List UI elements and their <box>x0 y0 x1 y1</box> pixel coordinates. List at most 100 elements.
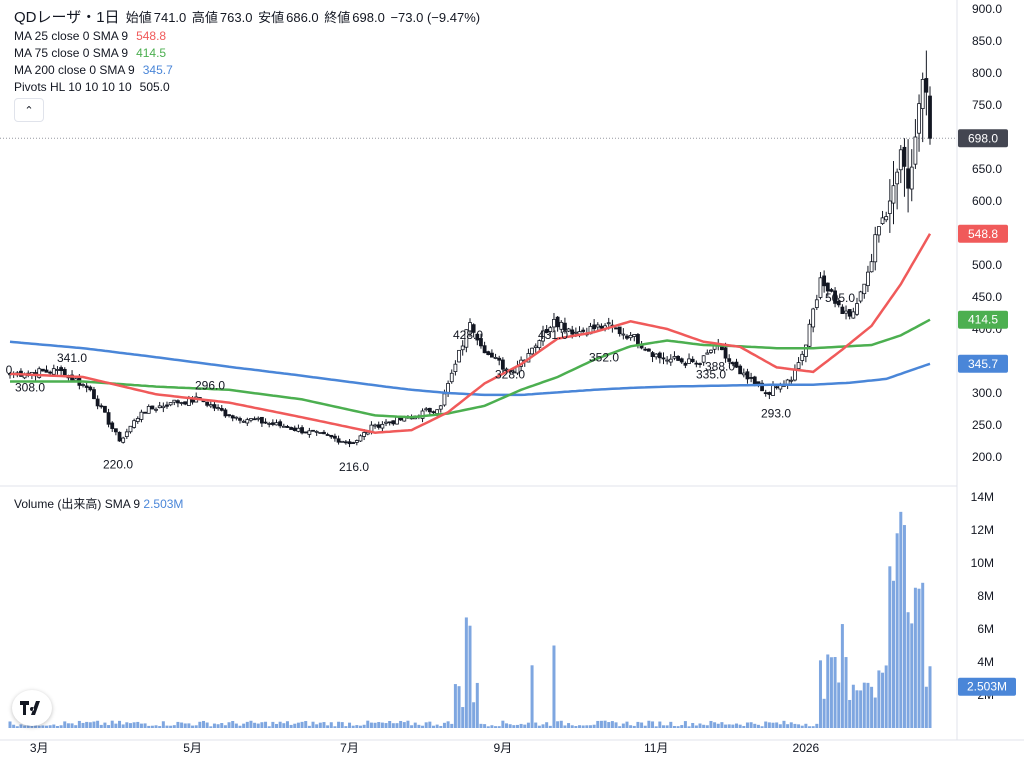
volume-bar <box>895 533 899 728</box>
volume-tick-label: 12M <box>971 523 994 537</box>
candle-body <box>376 424 381 428</box>
candle-body <box>891 185 896 204</box>
candle-body <box>95 398 100 407</box>
volume-bar <box>439 725 443 728</box>
candle-body <box>431 411 436 414</box>
candle-body <box>296 427 301 432</box>
candle-body <box>157 405 162 409</box>
volume-legend[interactable]: Volume (出来高) SMA 9 2.503M <box>14 497 184 511</box>
volume-bar <box>136 721 140 728</box>
collapse-legend-button[interactable]: ⌃ <box>14 98 44 122</box>
volume-bar <box>621 723 625 728</box>
candle-body <box>314 430 319 433</box>
candle-body <box>646 348 651 352</box>
volume-bar <box>161 721 165 728</box>
volume-bar <box>548 725 552 728</box>
volume-bar <box>300 721 304 728</box>
volume-bar <box>884 665 888 728</box>
indicator-ma25[interactable]: MA 25 close 0 SMA 9 548.8 <box>14 29 167 43</box>
price-tick-label: 800.0 <box>972 66 1002 80</box>
candle-body <box>683 362 688 366</box>
candle-body <box>384 421 388 424</box>
candle-body <box>212 404 217 409</box>
candle-body <box>354 440 359 443</box>
candle-body <box>391 420 396 425</box>
candle-body <box>252 418 257 421</box>
candle-body <box>705 352 710 355</box>
volume-bar <box>311 721 315 728</box>
candle-body <box>307 430 312 435</box>
volume-bar <box>132 722 136 728</box>
pivot-label: 220.0 <box>103 458 133 472</box>
volume-bar <box>651 721 655 728</box>
volume-bar <box>654 726 658 728</box>
volume-bar <box>322 722 326 728</box>
symbol-title[interactable]: QDレーザ・1日 <box>14 9 120 26</box>
candle-body <box>278 421 283 427</box>
candle-body <box>230 415 235 419</box>
time-tick-label: 11月 <box>644 741 668 755</box>
pivot-label: 328.0 <box>495 367 525 381</box>
volume-bar <box>764 721 768 728</box>
candle-body <box>840 306 845 315</box>
indicator-pivots[interactable]: Pivots HL 10 10 10 10 505.0 <box>14 80 170 94</box>
volume-bar <box>81 722 85 728</box>
candle-body <box>343 441 348 444</box>
candle-body <box>482 345 487 354</box>
candle-body <box>621 333 626 336</box>
candle-body <box>471 324 476 333</box>
volume-bar <box>592 724 596 728</box>
time-tick-label: 7月 <box>340 741 359 755</box>
volume-bar <box>742 725 746 728</box>
volume-bar <box>647 720 651 728</box>
candle-body <box>168 402 173 406</box>
volume-bar <box>508 724 512 728</box>
volume-bar <box>808 726 812 728</box>
candle-body <box>457 349 461 363</box>
volume-bar <box>902 525 906 728</box>
volume-bar <box>494 726 498 728</box>
candle-body <box>435 409 440 414</box>
indicator-ma75[interactable]: MA 75 close 0 SMA 9 414.5 <box>14 46 167 60</box>
candle-body <box>81 384 85 386</box>
volume-bar <box>304 721 308 728</box>
candle-body <box>617 326 622 335</box>
volume-bar <box>705 725 709 728</box>
volume-bar <box>596 720 600 728</box>
volume-bar <box>753 723 757 728</box>
volume-bar <box>530 665 534 728</box>
volume-bar <box>66 723 70 728</box>
candle-body <box>643 348 648 351</box>
candle-body <box>811 308 816 328</box>
price-tick-label: 600.0 <box>972 194 1002 208</box>
volume-bar <box>877 670 881 728</box>
volume-bar <box>453 684 457 728</box>
volume-bar <box>614 722 618 728</box>
volume-bar <box>786 724 790 728</box>
candle-body <box>475 333 480 341</box>
candle-body <box>241 420 246 423</box>
candle-body <box>847 309 852 317</box>
volume-bar <box>563 725 567 728</box>
volume-bar <box>70 723 74 728</box>
volume-bar <box>567 723 571 728</box>
volume-bar <box>15 726 19 728</box>
indicator-ma200[interactable]: MA 200 close 0 SMA 9 345.7 <box>14 63 173 77</box>
candle-body <box>55 369 60 371</box>
candle-body <box>216 407 220 410</box>
volume-bar <box>362 724 366 728</box>
volume-bar <box>242 723 246 728</box>
chevron-up-icon: ⌃ <box>24 104 34 117</box>
volume-bar <box>114 723 118 728</box>
volume-bar <box>862 682 866 728</box>
volume-bar <box>329 722 333 728</box>
candle-body <box>887 200 892 214</box>
price-tick-label: 250.0 <box>972 418 1002 432</box>
pivot-label: 308.0 <box>15 381 45 395</box>
candle-body <box>322 431 326 435</box>
volume-bar <box>63 721 67 728</box>
volume-bar <box>745 722 749 728</box>
volume-bar <box>782 720 786 728</box>
tradingview-logo[interactable] <box>12 690 52 726</box>
